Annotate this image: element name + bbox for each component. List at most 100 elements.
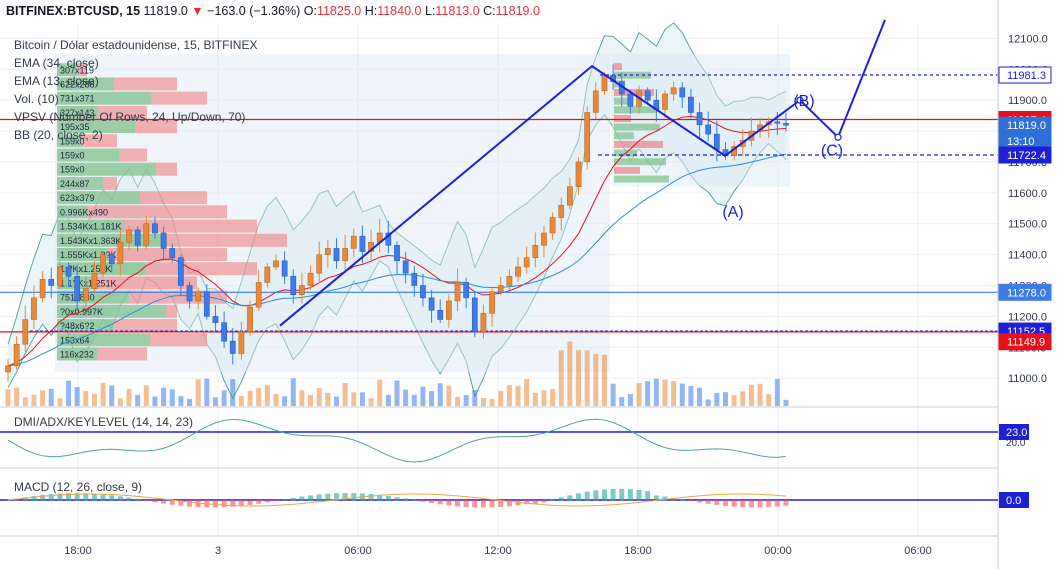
candle-body xyxy=(471,297,478,333)
vpsv-up-bar xyxy=(57,134,82,148)
macd-histogram-bar xyxy=(524,500,530,505)
candle-body xyxy=(74,275,81,302)
macd-histogram-bar xyxy=(342,493,348,501)
macd-histogram-bar xyxy=(420,500,426,502)
time-axis[interactable]: 18:00 3 06:00 12:00 18:00 00:00 06:00 xyxy=(64,545,932,557)
vpsv-down-bar xyxy=(92,276,197,290)
volume-bar xyxy=(394,380,400,406)
adx-line xyxy=(7,418,787,463)
macd-histogram-bar xyxy=(567,495,573,501)
candle-body xyxy=(264,266,271,283)
wave-label-a: (A) xyxy=(722,204,743,221)
candle-body xyxy=(575,161,582,187)
macd-histogram-bar xyxy=(40,494,46,501)
volume-bar xyxy=(22,397,28,406)
volume-bar xyxy=(238,395,244,406)
volume-bar xyxy=(601,354,607,406)
vpsv-right-bar xyxy=(614,106,657,114)
vpsv-down-bar xyxy=(103,176,117,190)
time-tick-label: 00:00 xyxy=(764,545,792,557)
macd-histogram-bar xyxy=(230,500,236,507)
legend-bollinger[interactable]: BB (20, close, 2) xyxy=(14,128,103,142)
candle-body xyxy=(195,291,202,302)
close-label: C: xyxy=(483,4,496,18)
close-value: 11819.0 xyxy=(495,4,540,18)
macd-histogram-bar xyxy=(66,493,72,501)
legend-macd[interactable]: MACD (12, 26, close, 9) xyxy=(14,480,143,494)
macd-histogram-bar xyxy=(757,500,763,508)
candle-body xyxy=(290,275,297,296)
vpsv-down-bar xyxy=(166,304,177,318)
vpsv-right-bar xyxy=(614,114,631,122)
vpsv-right-bar xyxy=(614,89,654,97)
candle-body xyxy=(774,121,781,124)
macd-histogram-bar xyxy=(14,498,20,501)
candle-body xyxy=(39,279,46,299)
symbol-header: BITFINEX:BTCUSD, 15 11819.0 ▼ −163.0 (−1… xyxy=(6,4,540,18)
candle-body xyxy=(82,288,89,302)
macd-histogram-bar xyxy=(679,499,685,501)
candle-body xyxy=(48,279,55,286)
legend-volume[interactable]: Vol. (10) xyxy=(14,92,59,106)
vpsv-row-label: 622x288 xyxy=(60,79,95,89)
legend-title[interactable]: Bitcoin / Dólar estadounidense, 15, BITF… xyxy=(14,38,258,52)
symbol-name[interactable]: BITFINEX:BTCUSD, 15 xyxy=(6,4,141,18)
vpsv-up-bar xyxy=(57,77,114,91)
volume-bar xyxy=(662,379,668,406)
macd-histogram-bar xyxy=(714,500,720,505)
volume-bar xyxy=(550,389,556,406)
candle-body xyxy=(126,229,132,243)
vpsv-right-bar xyxy=(614,63,622,71)
macd-histogram-bar xyxy=(645,491,651,501)
candle-body xyxy=(506,275,513,286)
candle-body xyxy=(463,282,470,299)
vpsv-row-label: 153x64 xyxy=(60,335,90,345)
volume-bar xyxy=(437,383,443,406)
vpsv-up-bar xyxy=(57,148,119,162)
volume-bar xyxy=(143,385,149,406)
volume-bar xyxy=(472,390,478,406)
candle-body xyxy=(420,285,426,299)
vpsv-row-label: 159x0 xyxy=(60,151,85,161)
candle-body xyxy=(350,235,357,249)
macd-histogram-bar xyxy=(489,500,495,508)
low-value: 11813.0 xyxy=(435,4,480,18)
volume-bar xyxy=(705,399,711,406)
vpsv-right-bar xyxy=(614,132,634,140)
volume-bar xyxy=(783,399,789,406)
macd-histogram-bar xyxy=(221,500,227,508)
macd-histogram-bar xyxy=(653,495,659,501)
volume-bar xyxy=(83,390,89,406)
legend-ema-13[interactable]: EMA (13, close) xyxy=(14,74,99,88)
macd-histogram-bar xyxy=(169,500,175,505)
macd-histogram-bar xyxy=(671,497,677,501)
candle-body xyxy=(454,282,461,302)
vpsv-down-bar xyxy=(77,63,87,77)
volume-bar xyxy=(722,392,728,406)
candle-body xyxy=(247,306,253,333)
macd-histogram-bar xyxy=(627,489,633,501)
price-axis[interactable]: 12100.012000.011900.011800.011700.011600… xyxy=(998,33,1052,508)
legend-dmi[interactable]: DMI/ADX/KEYLEVEL (14, 14, 23) xyxy=(14,415,193,429)
macd-histogram-bar xyxy=(48,494,54,501)
legend-ema-34[interactable]: EMA (34, close) xyxy=(14,56,99,70)
macd-histogram-bar xyxy=(308,495,314,501)
macd-histogram-bar xyxy=(100,494,106,501)
vpsv-up-bar xyxy=(57,248,108,261)
macd-histogram-bar xyxy=(5,500,11,501)
volume-bar xyxy=(169,389,175,406)
candle-body xyxy=(117,242,124,265)
volume-bar xyxy=(161,387,167,406)
macd-histogram-bar xyxy=(558,497,564,501)
volume-bar xyxy=(325,392,331,406)
volume-bar xyxy=(653,378,659,406)
time-tick-label: 06:00 xyxy=(344,545,372,557)
macd-histogram-bar xyxy=(238,500,244,506)
macd-histogram-bar xyxy=(429,500,435,504)
volume-bar xyxy=(455,397,461,406)
price-label-box xyxy=(998,333,1052,351)
legend-vpsv[interactable]: VPSV (Number Of Rows, 24, Up/Down, 70) xyxy=(14,110,246,124)
vpsv-up-bar xyxy=(57,176,103,190)
volume-bar xyxy=(740,391,746,406)
